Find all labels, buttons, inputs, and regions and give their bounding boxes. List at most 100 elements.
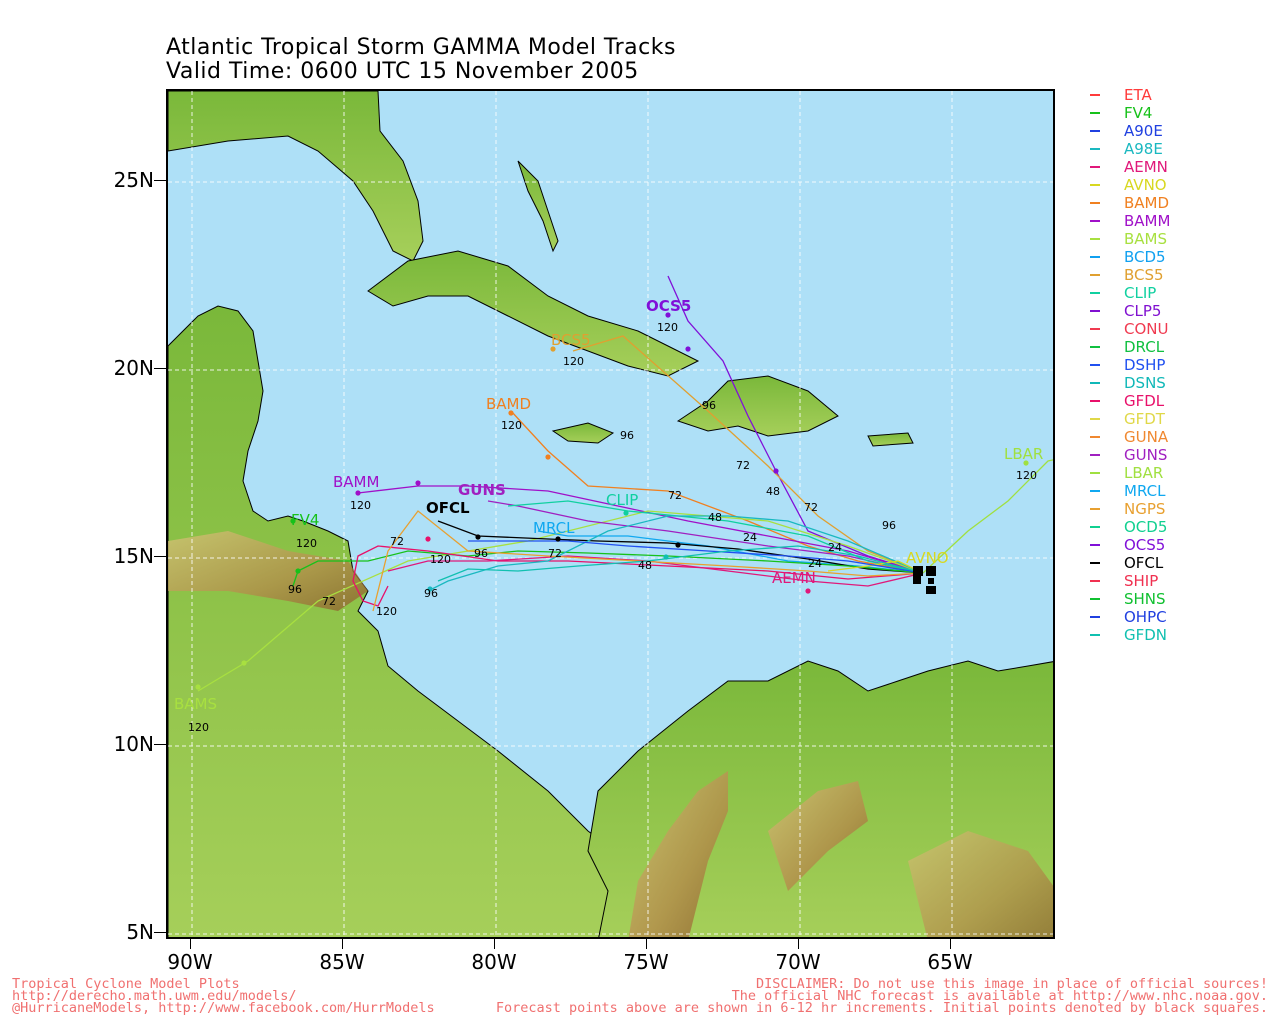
legend-label: DSNS (1124, 374, 1166, 392)
track-fv4 (292, 550, 924, 587)
track-a98e (427, 515, 924, 592)
legend-label: OFCL (1124, 554, 1164, 572)
legend-label: LBAR (1124, 464, 1164, 482)
footer-credit-social: @HurricaneModels, http://www.facebook.co… (12, 1000, 435, 1016)
label-bcs5-120: 120 (563, 355, 584, 368)
florida-land (168, 91, 424, 262)
legend-label: FV4 (1124, 104, 1153, 122)
track-ocs5 (667, 275, 924, 574)
map-canvas (168, 91, 1053, 937)
legend-label: OHPC (1124, 608, 1167, 626)
legend-label: SHIP (1124, 572, 1159, 590)
label-48: 48 (766, 485, 780, 498)
legend-swatch (1090, 166, 1100, 168)
graticule (168, 91, 1053, 937)
legend-swatch (1090, 202, 1100, 204)
legend-label: GFDT (1124, 410, 1165, 428)
legend-label: OCS5 (1124, 536, 1166, 554)
label-bamd: BAMD (486, 395, 532, 413)
track-ngps (372, 510, 924, 612)
lon-label-75w: 75W (623, 950, 669, 974)
label-72c: 72 (804, 501, 818, 514)
label-aemn: AEMN (772, 569, 816, 587)
label-mrcl: MRCL (533, 519, 575, 537)
legend-label: CONU (1124, 320, 1169, 338)
label-120f: 120 (376, 605, 397, 618)
legend-label: GUNS (1124, 446, 1168, 464)
lon-tick (190, 939, 191, 949)
merida-mountains (768, 781, 868, 891)
legend-swatch (1090, 112, 1100, 114)
label-fv4-120: 120 (296, 537, 317, 550)
label-ocs5-120: 120 (657, 321, 678, 334)
legend-swatch (1090, 400, 1100, 402)
label-48b: 48 (708, 511, 722, 524)
legend-swatch (1090, 220, 1100, 222)
legend-swatch (1090, 184, 1100, 186)
lat-tick (154, 744, 166, 745)
lon-label-90w: 90W (167, 950, 213, 974)
label-24f: 24 (808, 557, 822, 570)
legend-swatch (1090, 472, 1100, 474)
model-tracks (197, 275, 1053, 692)
label-96: 96 (702, 399, 716, 412)
legend-label: A90E (1124, 122, 1163, 140)
footer-credit-url[interactable]: http://derecho.math.uwm.edu/models/ (12, 988, 297, 1004)
track-avno (827, 560, 924, 574)
footer-forecast-note: Forecast points above are shown in 6-12 … (495, 1000, 1268, 1016)
legend-swatch (1090, 562, 1100, 564)
initial-position-squares (913, 566, 936, 594)
lon-tick (494, 939, 495, 949)
label-fv4: FV4 (291, 511, 320, 529)
legend-label: CLP5 (1124, 302, 1162, 320)
lon-label-70w: 70W (775, 950, 821, 974)
lon-label-80w: 80W (471, 950, 517, 974)
track-gfdl (352, 545, 924, 607)
footer-disclaimer: DISCLAIMER: Do not use this image in pla… (755, 976, 1268, 992)
label-clip: CLIP (606, 491, 639, 509)
legend-swatch (1090, 634, 1100, 636)
label-bams: BAMS (174, 695, 218, 713)
lat-tick (154, 556, 166, 557)
label-avno: AVNO (906, 549, 949, 567)
legend-label: MRCL (1124, 482, 1166, 500)
label-ocs5: OCS5 (646, 297, 692, 315)
lat-tick (154, 368, 166, 369)
legend-swatch (1090, 130, 1100, 132)
label-bcs5: BCS5 (551, 331, 591, 349)
cuba-land (367, 250, 700, 377)
lat-label-25n: 25N (113, 168, 154, 192)
track-lbar (922, 459, 1053, 574)
legend-swatch (1090, 238, 1100, 240)
legend-swatch (1090, 310, 1100, 312)
legend-swatch (1090, 436, 1100, 438)
lat-label-10n: 10N (113, 732, 154, 756)
label-lbar: LBAR (1004, 445, 1044, 463)
lat-label-15n: 15N (113, 544, 154, 568)
track-bcs5 (572, 335, 924, 574)
legend-swatch (1090, 148, 1100, 150)
lon-tick (646, 939, 647, 949)
track-points (195, 312, 1029, 690)
label-96f: 96 (424, 587, 438, 600)
andes-mountains (628, 771, 728, 937)
legend-swatch (1090, 454, 1100, 456)
legend-swatch (1090, 274, 1100, 276)
legend-label: BAMM (1124, 212, 1171, 230)
label-120e: 120 (430, 553, 451, 566)
track-bamm (357, 485, 924, 574)
guiana-highlands (908, 831, 1053, 937)
label-72d: 72 (322, 595, 336, 608)
label-bamm: BAMM (333, 473, 380, 491)
track-guns (487, 500, 924, 574)
label-bamm-120: 120 (350, 499, 371, 512)
map-title: Atlantic Tropical Storm GAMMA Model Trac… (166, 35, 676, 60)
track-bamd (510, 410, 924, 574)
label-bams-120: 120 (188, 721, 209, 734)
legend-swatch (1090, 94, 1100, 96)
legend-label: CLIP (1124, 284, 1157, 302)
legend-label: BCS5 (1124, 266, 1164, 284)
valid-time: Valid Time: 0600 UTC 15 November 2005 (166, 59, 639, 84)
label-96d: 96 (288, 583, 302, 596)
jamaica-land (551, 422, 615, 444)
